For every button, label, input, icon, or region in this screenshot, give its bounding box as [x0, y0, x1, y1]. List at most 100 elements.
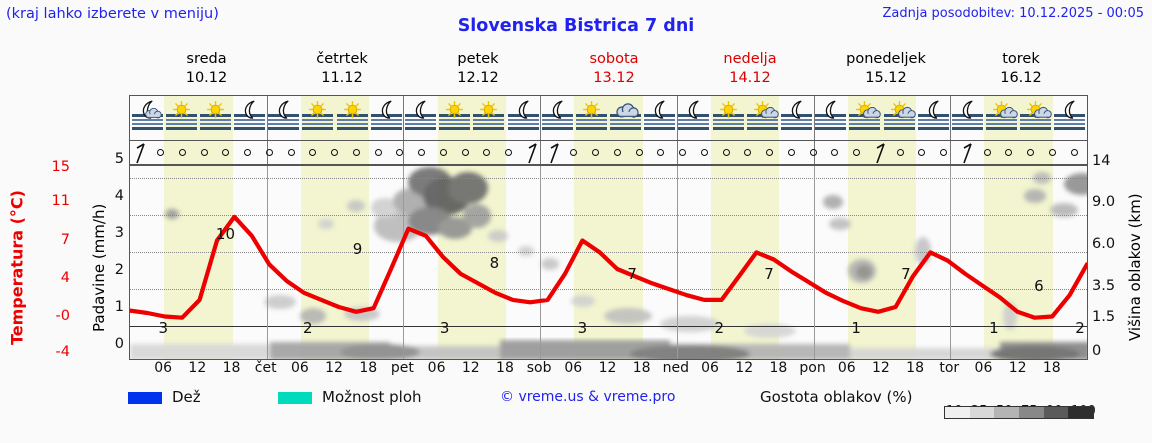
x-tick-21: 12 — [872, 360, 890, 376]
weather-icon-21-sun-cloud — [848, 96, 882, 140]
precipitation-tick-1: 4 — [114, 188, 124, 204]
cloud-density-field — [130, 167, 1087, 359]
weather-icon-11-moon — [507, 96, 540, 140]
weather-icon-18-sun-cloud — [746, 96, 779, 140]
weather-icon-26-sun-cloud — [1019, 96, 1052, 140]
temperature-label-end-14: 2 — [1075, 319, 1085, 338]
weather-icon-12-moon — [541, 96, 574, 140]
wind-symbol-21-calm — [581, 141, 614, 164]
x-tick-4: 06 — [290, 360, 309, 376]
wind-symbol-0-barb — [130, 141, 157, 164]
calm-circle-icon — [178, 149, 186, 156]
calm-circle-icon — [722, 149, 730, 156]
wind-symbol-20-calm — [559, 141, 592, 164]
precipitation-tick-2: 3 — [114, 225, 124, 241]
wind-symbol-33-calm — [842, 141, 875, 164]
temperature-tick-4: -0 — [55, 308, 70, 324]
x-tick-26: 18 — [1042, 360, 1061, 376]
moon-icon — [381, 100, 392, 119]
weather-icon-13-sun — [575, 96, 608, 140]
gridline-1 — [130, 215, 1087, 216]
day-separator-2 — [403, 96, 404, 140]
cloud-icon — [616, 103, 639, 118]
day-separator-5 — [814, 96, 815, 140]
calm-circle-icon — [483, 149, 491, 156]
calm-circle-icon — [983, 149, 991, 156]
gridline-3 — [130, 289, 1087, 290]
wind-symbol-36-calm — [907, 141, 940, 164]
day-separator-3 — [540, 141, 541, 164]
x-tick-11: sob — [526, 360, 552, 376]
x-tick-8: 06 — [427, 360, 446, 376]
moon-icon — [655, 100, 665, 119]
temperature-label-max-11: 7 — [901, 265, 911, 284]
temperature-curve — [130, 214, 1087, 320]
wind-symbol-37-calm — [929, 141, 962, 164]
calm-circle-icon — [635, 149, 643, 156]
weather-icon-20-moon — [814, 96, 847, 140]
precipitation-tick-0: 5 — [114, 151, 124, 167]
temperature-label-min-8: 2 — [714, 319, 725, 338]
credit-link[interactable]: © vreme.us & vreme.pro — [500, 389, 676, 405]
wind-symbol-35-calm — [886, 141, 919, 164]
day-name: torek — [1002, 51, 1040, 67]
weather-icon-14-cloud — [609, 96, 642, 140]
x-tick-5: 12 — [325, 360, 343, 376]
wind-symbol-13-calm — [407, 141, 440, 164]
weather-icon-7-moon — [370, 96, 403, 140]
wind-symbol-7-calm — [277, 141, 310, 164]
day-date: 12.12 — [457, 70, 499, 86]
x-tick-12: 06 — [564, 360, 583, 376]
menu-hint-text: (kraj lahko izberete v meniju) — [6, 6, 219, 22]
calm-circle-icon — [1070, 149, 1078, 156]
temperature-label-min-4: 3 — [439, 319, 450, 338]
zero-precipitation-line — [130, 326, 1087, 327]
day-date: 11.12 — [321, 70, 363, 86]
day-name: nedelja — [723, 51, 777, 67]
wind-symbol-12-calm — [385, 141, 418, 164]
temperature-label-max-13: 6 — [1034, 276, 1044, 295]
calm-circle-icon — [309, 149, 317, 156]
moon-icon — [791, 100, 802, 119]
x-tick-13: 12 — [598, 360, 617, 376]
x-tick-0: 06 — [154, 360, 173, 376]
moon-icon — [1065, 100, 1075, 119]
moon-icon — [279, 100, 289, 119]
forecast-plot: 3 10 2 9 3 8 3 7 2 7 1 7 1 6 2 — [129, 95, 1088, 360]
wind-symbol-row — [129, 140, 1088, 165]
day-header-2: petek 12.12 — [410, 50, 546, 88]
cloud-icon — [144, 108, 162, 119]
calm-circle-icon — [1005, 149, 1013, 156]
wind-symbol-42-calm — [1038, 141, 1071, 164]
wind-symbol-29-calm — [755, 141, 788, 164]
weather-icon-10-sun — [472, 96, 505, 140]
showers-legend-label: Možnost ploh — [322, 388, 422, 406]
wind-symbol-28-calm — [733, 141, 766, 164]
x-tick-1: 12 — [188, 360, 207, 376]
cloud-icon — [897, 107, 916, 119]
calm-circle-icon — [222, 149, 230, 156]
calm-circle-icon — [787, 149, 795, 156]
weather-icon-0-moon-cloud — [131, 96, 164, 140]
moon-icon — [244, 100, 255, 119]
calm-circle-icon — [700, 149, 708, 156]
temperature-tick-5: -4 — [55, 344, 70, 360]
weather-icon-3-moon — [233, 96, 266, 140]
weather-icon-5-sun — [301, 96, 334, 140]
cloud-height-tick-1: 9.0 — [1092, 194, 1116, 210]
temperature-tick-3: 4 — [60, 270, 70, 286]
calm-circle-icon — [657, 149, 665, 156]
cloud-height-tick-4: 1.5 — [1092, 309, 1116, 325]
calm-circle-icon — [744, 149, 752, 156]
cloud-height-tick-0: 14 — [1092, 153, 1111, 169]
calm-circle-icon — [592, 149, 600, 156]
x-tick-19: pon — [799, 360, 826, 376]
day-header-1: četrtek 11.12 — [274, 50, 410, 88]
wind-symbol-23-calm — [625, 141, 658, 164]
wind-barb-icon — [963, 143, 972, 164]
wind-symbol-39-calm — [973, 141, 1006, 164]
weather-icon-15-moon — [643, 96, 676, 140]
precipitation-tick-3: 2 — [114, 262, 124, 278]
weather-icon-16-moon — [677, 96, 710, 140]
weather-icon-6-sun — [336, 96, 369, 140]
